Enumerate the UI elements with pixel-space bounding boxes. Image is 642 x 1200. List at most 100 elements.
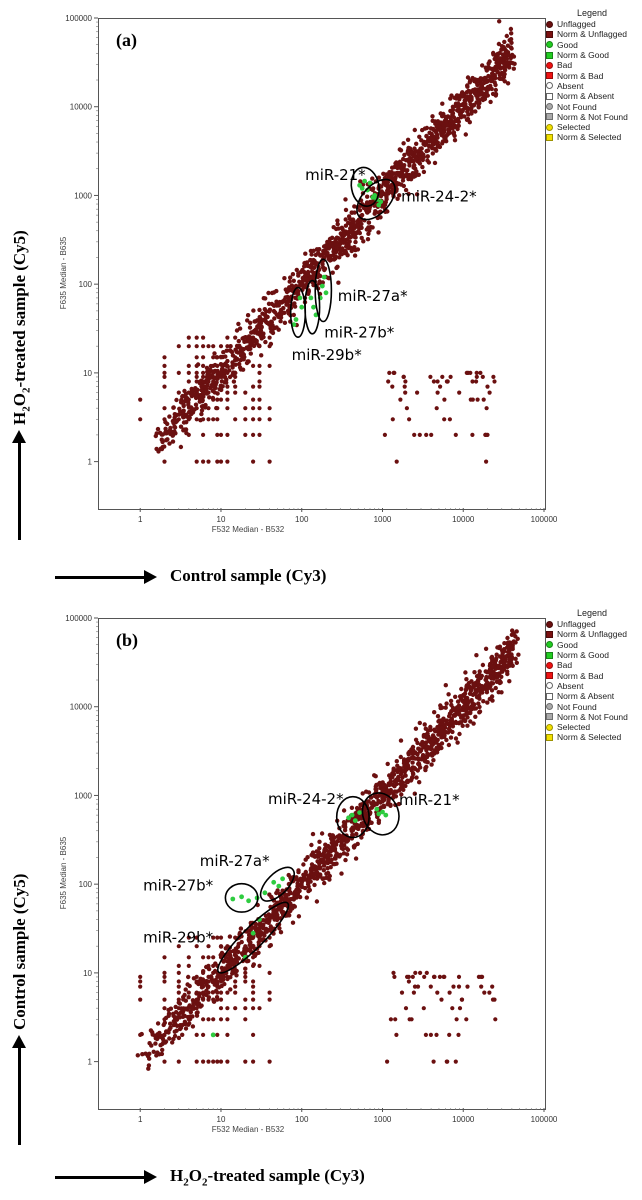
data-point: [166, 1030, 171, 1035]
data-point: [493, 658, 498, 663]
data-point: [447, 714, 452, 719]
data-point: [313, 252, 318, 258]
data-point: [225, 390, 230, 395]
data-point: [201, 363, 206, 368]
data-point: [413, 970, 418, 975]
data-point: [237, 326, 243, 331]
data-point: [314, 869, 319, 874]
data-point: [225, 406, 230, 411]
data-point: [491, 374, 496, 379]
data-point: [505, 81, 511, 86]
data-point: [275, 888, 280, 893]
data-point: [411, 154, 416, 159]
data-point: [405, 137, 411, 142]
data-point: [257, 935, 262, 940]
y-tick-label: 100000: [65, 614, 92, 623]
data-point: [443, 683, 448, 688]
data-point: [171, 405, 176, 410]
legend-marker: [546, 630, 553, 638]
data-point: [281, 910, 286, 915]
data-point: [369, 820, 374, 825]
data-point: [494, 66, 499, 71]
data-point: [474, 379, 479, 384]
data-point: [474, 370, 479, 375]
data-point: [412, 765, 417, 771]
data-point: [265, 320, 270, 325]
data-point: [463, 687, 469, 693]
data-point: [267, 970, 272, 975]
data-point: [392, 370, 397, 375]
data-point: [510, 61, 515, 66]
data-point: [278, 308, 284, 313]
data-point: [176, 370, 181, 375]
legend-label: Norm & Absent: [557, 91, 615, 102]
highlight-point: [367, 180, 373, 186]
data-point: [275, 907, 280, 912]
data-point: [476, 701, 481, 706]
data-point: [493, 1017, 498, 1022]
data-point: [206, 390, 211, 395]
legend-marker: [546, 682, 553, 690]
annotation-label: miR-21*: [305, 166, 366, 184]
data-point: [394, 781, 399, 787]
legend-marker: [546, 30, 553, 38]
data-point: [251, 363, 256, 368]
data-point: [419, 757, 424, 762]
data-point: [282, 276, 287, 281]
legend-item: Norm & Good: [546, 650, 638, 660]
data-point: [448, 698, 454, 704]
annotation-ellipse: [314, 258, 333, 323]
data-point: [502, 39, 507, 45]
data-point: [225, 432, 230, 437]
data-point: [424, 133, 429, 139]
data-point: [417, 780, 422, 785]
data-point: [172, 1029, 177, 1034]
data-point: [304, 277, 310, 282]
data-point: [403, 187, 409, 193]
data-point: [409, 755, 414, 761]
data-point: [395, 763, 400, 768]
data-point: [285, 308, 291, 313]
data-point: [176, 1059, 181, 1064]
data-point: [366, 231, 371, 236]
data-point: [268, 325, 273, 331]
data-point: [152, 1033, 158, 1038]
data-point: [507, 679, 512, 684]
data-point: [194, 363, 199, 368]
data-point: [457, 1006, 463, 1011]
x-tick-label: 100: [295, 1115, 309, 1124]
data-point: [452, 138, 458, 143]
data-points: [138, 19, 517, 464]
data-point: [473, 706, 479, 711]
data-point: [162, 1040, 168, 1045]
data-point: [194, 1013, 200, 1018]
legend-marker: [546, 113, 553, 121]
data-point: [266, 928, 272, 933]
data-point: [352, 222, 357, 228]
data-point: [490, 71, 495, 76]
data-point: [263, 296, 268, 301]
data-point: [492, 997, 497, 1002]
data-point: [486, 61, 491, 66]
data-point: [317, 846, 322, 851]
data-point: [398, 781, 403, 787]
data-point: [186, 963, 191, 968]
legend-item: Bad: [546, 60, 638, 70]
data-point: [427, 135, 433, 141]
data-point: [339, 225, 345, 230]
data-point: [292, 889, 298, 895]
data-point: [382, 797, 387, 803]
data-point: [403, 390, 408, 395]
data-point: [486, 685, 492, 690]
data-point: [174, 1023, 180, 1028]
x-tick-label: 10000: [452, 1115, 475, 1124]
highlight-point: [246, 898, 252, 904]
legend-title: Legend: [576, 608, 608, 618]
data-point: [138, 979, 143, 984]
data-point: [233, 362, 238, 367]
x-tick-label: 1: [138, 515, 143, 524]
data-point: [500, 65, 505, 70]
data-point: [428, 374, 433, 379]
data-point: [228, 344, 233, 349]
data-point: [278, 319, 283, 324]
